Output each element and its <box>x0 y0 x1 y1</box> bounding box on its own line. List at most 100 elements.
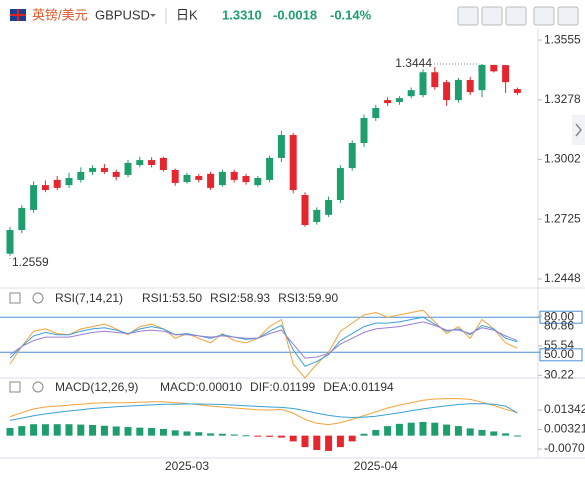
candle-body <box>490 64 498 72</box>
y-tick-label: 1.3278 <box>544 92 581 106</box>
macd-bar <box>313 435 321 450</box>
macd-bar <box>183 431 191 436</box>
macd-bar <box>136 427 144 436</box>
y-tick-label: 1.3002 <box>544 152 581 166</box>
candle-body <box>289 135 297 191</box>
settings-icon[interactable] <box>9 381 44 393</box>
candle-body <box>18 207 26 230</box>
macd-bar <box>325 435 333 451</box>
candle-body <box>65 177 73 186</box>
rsi-line <box>9 309 518 379</box>
candle-body <box>30 185 38 210</box>
candle-body <box>112 171 120 177</box>
macd-bar <box>372 429 380 436</box>
price: 1.3310 <box>222 7 262 22</box>
candle-body <box>513 89 521 93</box>
macd-bar <box>254 435 262 437</box>
macd-bar <box>195 432 203 436</box>
candle-body <box>395 98 403 103</box>
macd-line <box>9 403 518 421</box>
macd-bar <box>207 433 215 436</box>
macd-bar <box>419 421 427 436</box>
macd-bar <box>100 425 108 436</box>
tool-button[interactable] <box>457 6 479 26</box>
y-tick-label: -0.00701 <box>544 441 585 455</box>
legend-entry: RSI2:58.93 <box>210 291 270 305</box>
macd-bar <box>65 424 73 436</box>
x-tick-label: 2025-03 <box>165 459 209 473</box>
macd-bar <box>124 427 132 436</box>
macd-bar <box>218 433 226 436</box>
candle-body <box>195 176 203 180</box>
low-label: 1.2559 <box>12 255 49 269</box>
candle-body <box>372 108 380 118</box>
legend-entry: RSI3:59.90 <box>278 291 338 305</box>
x-tick-label: 2025-04 <box>354 459 398 473</box>
candle-body <box>230 171 238 180</box>
macd-bar <box>41 424 49 436</box>
y-tick-label: 50.00 <box>544 347 574 361</box>
candle-body <box>325 199 333 215</box>
candle-body <box>301 195 309 226</box>
candle-body <box>41 185 49 191</box>
macd-bar <box>443 424 451 436</box>
macd-bar <box>171 430 179 436</box>
pair-name[interactable]: 英镑/美元 <box>32 7 88 22</box>
dropdown-arrow[interactable] <box>150 14 156 17</box>
candle-body <box>478 64 486 91</box>
change-pct: -0.14% <box>330 7 372 22</box>
macd-bar <box>360 433 368 436</box>
period[interactable]: 日K <box>176 7 198 22</box>
toolbar <box>457 6 579 26</box>
candle-body <box>218 171 226 186</box>
settings-icon[interactable] <box>9 292 44 304</box>
tick-box <box>539 348 583 362</box>
symbol[interactable]: GBPUSD <box>95 7 150 22</box>
macd-bar <box>407 422 415 436</box>
indicator-title: MACD(12,26,9) <box>55 380 138 394</box>
y-tick-label: 80.86 <box>544 318 574 332</box>
candle-body <box>443 82 451 101</box>
macd-bar <box>230 434 238 436</box>
tool-button[interactable] <box>481 6 503 26</box>
candle-body <box>183 174 191 183</box>
macd-bar <box>384 426 392 436</box>
side-toggle[interactable] <box>572 115 585 145</box>
tool-button[interactable] <box>557 6 579 26</box>
side-arrow <box>575 123 582 137</box>
macd-bar <box>242 435 250 437</box>
macd-bar <box>148 428 156 436</box>
candle-body <box>171 169 179 183</box>
macd-bar <box>53 424 61 436</box>
candle-body <box>6 229 14 254</box>
legend-entry: MACD:0.00010 <box>160 380 242 394</box>
y-tick-label: 1.3555 <box>544 32 581 46</box>
candle-body <box>466 80 474 93</box>
candle-body <box>336 168 344 200</box>
macd-bar <box>454 426 462 436</box>
candle-body <box>277 135 285 158</box>
macd-bar <box>301 435 309 448</box>
y-tick-label: 0.00321 <box>544 422 585 436</box>
candle-body <box>207 173 215 188</box>
candle-body <box>266 157 274 180</box>
macd-bar <box>395 423 403 436</box>
candle-body <box>407 90 415 97</box>
macd-bar <box>431 422 439 436</box>
y-tick-label: 1.2725 <box>544 211 581 225</box>
macd-bar <box>159 428 167 436</box>
candle-body <box>124 162 132 175</box>
indicator-title: RSI(7,14,21) <box>55 291 123 305</box>
candle-body <box>100 168 108 172</box>
macd-bar <box>112 426 120 436</box>
candle-body <box>148 160 156 166</box>
macd-bar <box>18 426 26 436</box>
tool-button[interactable] <box>505 6 527 26</box>
candle-body <box>89 168 97 172</box>
macd-bar <box>336 435 344 448</box>
macd-bar <box>490 431 498 436</box>
macd-bar <box>266 435 274 437</box>
tool-button[interactable] <box>533 6 555 26</box>
flag-icon <box>10 9 26 21</box>
